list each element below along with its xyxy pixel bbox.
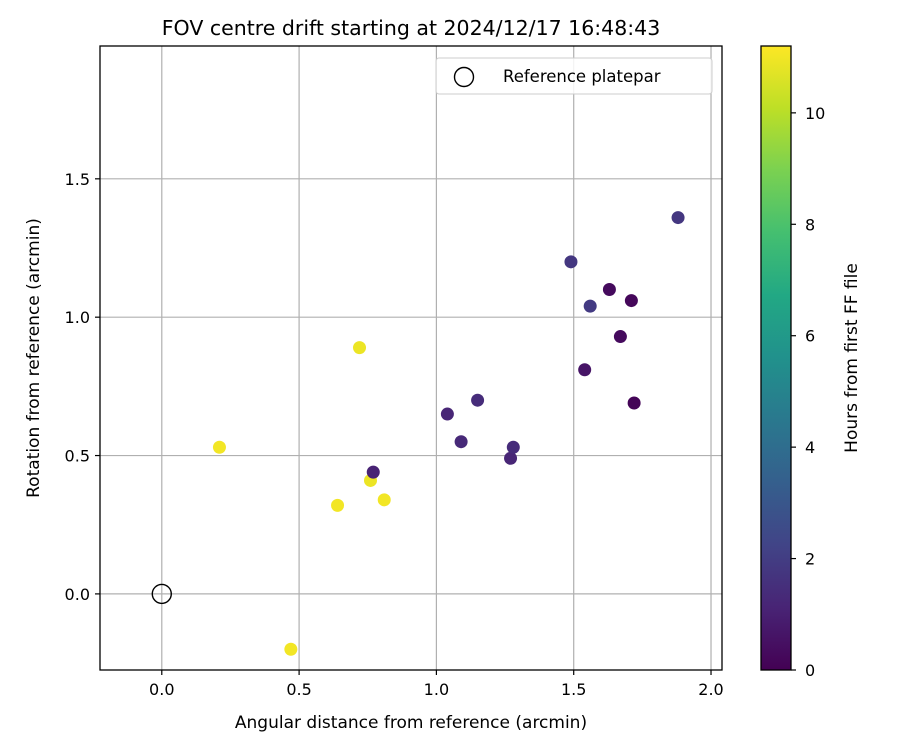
- plot-frame: [99, 45, 723, 671]
- colorbar-tick-label: 2: [805, 550, 815, 569]
- scatter-point: [454, 435, 468, 449]
- points-layer: [212, 211, 685, 656]
- scatter-point: [212, 440, 226, 454]
- x-tick-label: 0.0: [149, 680, 174, 699]
- reference-layer: [151, 583, 172, 605]
- legend-reference-label: Reference platepar: [503, 67, 661, 86]
- legend-box: [435, 57, 713, 95]
- chart-title: FOV centre drift starting at 2024/12/17 …: [162, 16, 661, 40]
- colorbar-tick-label: 4: [805, 438, 815, 457]
- y-tick-label: 1.5: [65, 170, 90, 189]
- legend: Reference platepar: [435, 57, 713, 95]
- colorbar-tick-label: 8: [805, 215, 815, 234]
- scatter-point: [506, 440, 520, 454]
- colorbar-tick-label: 0: [805, 661, 815, 680]
- scatter-point: [578, 363, 592, 377]
- scatter-point: [366, 465, 380, 479]
- scatter-point: [353, 341, 367, 355]
- colorbar-ticks: 0 2 4 6 8 10: [791, 104, 825, 680]
- scatter-point: [624, 294, 638, 308]
- scatter-point: [671, 211, 685, 225]
- x-axis-label: Angular distance from reference (arcmin): [235, 713, 587, 733]
- scatter-point: [564, 255, 578, 269]
- x-tick-label: 1.5: [561, 680, 586, 699]
- grid-layer: [100, 46, 722, 670]
- scatter-point: [602, 283, 616, 297]
- scatter-point: [440, 407, 454, 421]
- y-axis-label: Rotation from reference (arcmin): [24, 218, 44, 498]
- legend-reference-marker: [453, 66, 475, 88]
- y-tick-label: 0.0: [65, 585, 90, 604]
- colorbar-label: Hours from first FF file: [842, 263, 862, 453]
- colorbar-gradient: [760, 45, 792, 671]
- y-tick-label: 1.0: [65, 308, 90, 327]
- x-tick-label: 1.0: [424, 680, 449, 699]
- scatter-point: [613, 330, 627, 344]
- x-tick-label: 2.0: [698, 680, 723, 699]
- scatter-point: [583, 299, 597, 313]
- colorbar-tick-label: 10: [805, 104, 825, 123]
- y-tick-label: 0.5: [65, 447, 90, 466]
- x-tick-label: 0.5: [286, 680, 311, 699]
- scatter-point: [377, 493, 391, 507]
- colorbar: 0 2 4 6 8 10 Hours from first FF file: [760, 45, 862, 680]
- reference-platepar-marker: [151, 583, 172, 605]
- tick-layer: 0.0 0.5 1.0 1.5 2.0 0.0 0.5 1.0 1.5: [65, 170, 724, 699]
- scatter-point: [331, 498, 345, 512]
- scatter-point: [284, 642, 298, 656]
- scatter-point: [471, 393, 485, 407]
- scatter-point: [504, 451, 518, 465]
- colorbar-tick-label: 6: [805, 327, 815, 346]
- scatter-point: [627, 396, 641, 410]
